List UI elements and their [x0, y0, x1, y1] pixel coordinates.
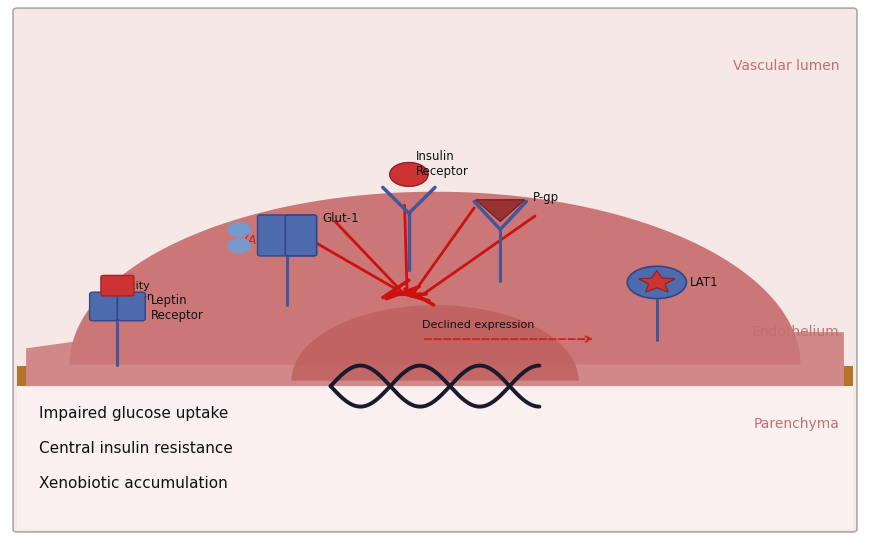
Text: LAT1: LAT1 [689, 276, 718, 289]
Text: Impaired glucose uptake: Impaired glucose uptake [39, 406, 229, 421]
Text: Capacity
saturation: Capacity saturation [97, 281, 155, 302]
Polygon shape [291, 305, 578, 381]
FancyBboxPatch shape [117, 292, 145, 321]
FancyBboxPatch shape [13, 8, 856, 532]
Text: P-gp: P-gp [533, 191, 559, 204]
Text: Central insulin resistance: Central insulin resistance [39, 441, 233, 456]
Text: Parenchyma: Parenchyma [753, 417, 839, 431]
Polygon shape [475, 200, 524, 221]
Circle shape [389, 163, 428, 186]
Text: Declined expression: Declined expression [421, 320, 534, 330]
Polygon shape [26, 332, 843, 386]
FancyBboxPatch shape [257, 215, 289, 256]
Circle shape [228, 222, 250, 237]
FancyBboxPatch shape [101, 275, 134, 296]
Text: Glut-1: Glut-1 [322, 212, 358, 225]
Text: (Acute): (Acute) [242, 234, 288, 247]
Polygon shape [638, 271, 674, 292]
Text: Leptin
Receptor: Leptin Receptor [150, 294, 203, 322]
Text: Endothelium: Endothelium [751, 325, 839, 339]
FancyBboxPatch shape [285, 215, 316, 256]
Ellipse shape [627, 266, 686, 299]
Text: Vascular lumen: Vascular lumen [733, 59, 839, 73]
Circle shape [228, 239, 250, 253]
FancyBboxPatch shape [17, 378, 852, 529]
Polygon shape [70, 192, 799, 364]
FancyBboxPatch shape [90, 292, 117, 321]
Text: Xenobiotic accumulation: Xenobiotic accumulation [39, 476, 228, 491]
Bar [17, 366, 852, 386]
Text: Insulin
Receptor: Insulin Receptor [415, 150, 468, 178]
